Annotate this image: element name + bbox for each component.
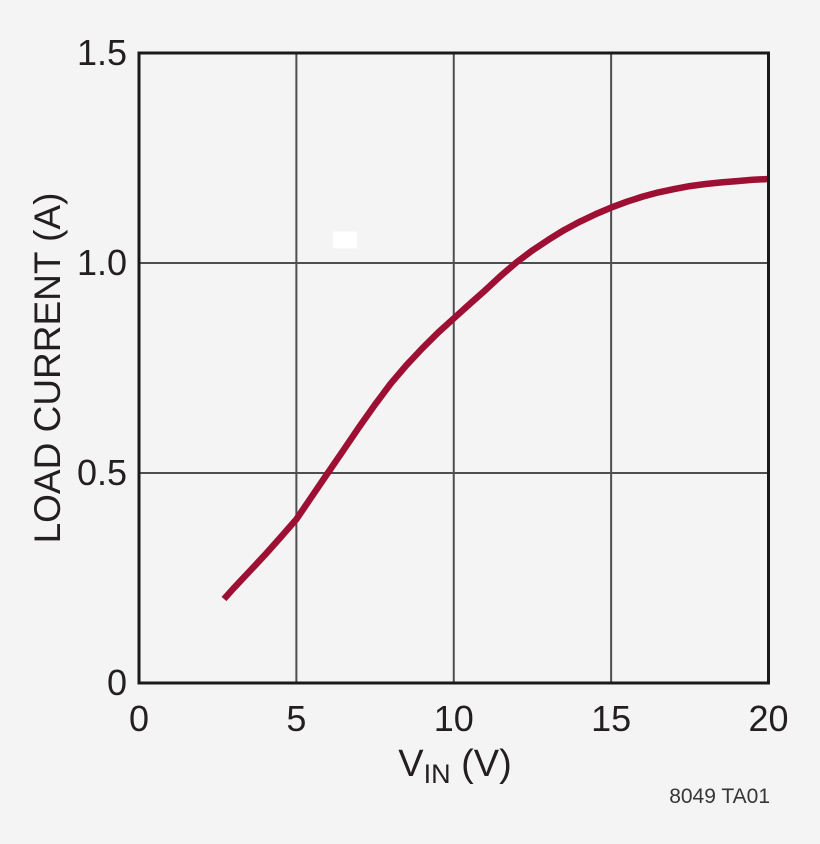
x-tick-label: 15 (591, 698, 632, 739)
data-curve (221, 175, 769, 602)
white-patch (332, 231, 358, 249)
y-tick-label: 1.5 (76, 32, 127, 73)
x-axis-title: VIN (V) (398, 743, 512, 789)
figure-code: 8049 TA01 (669, 785, 770, 808)
x-tick-label: 5 (286, 698, 307, 739)
x-tick-label: 10 (433, 698, 474, 739)
x-axis-subscript: IN (423, 759, 451, 789)
x-tick-label: 20 (748, 698, 789, 739)
x-axis-symbol: V (398, 743, 424, 785)
y-tick-label: 0 (106, 662, 127, 703)
plot-frame (137, 51, 770, 685)
x-tick-label: 0 (128, 698, 150, 739)
y-tick-label: 0.5 (76, 452, 127, 493)
y-tick-label: 1.0 (76, 242, 127, 283)
x-axis-unit: (V) (450, 743, 512, 785)
plot-area (137, 51, 770, 685)
